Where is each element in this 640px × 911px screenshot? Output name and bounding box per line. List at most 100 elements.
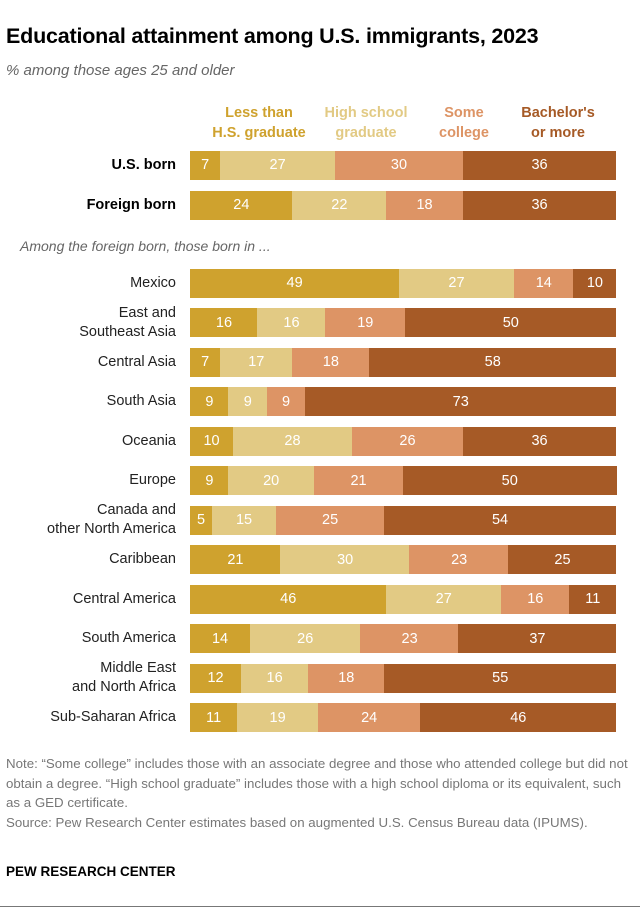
data-label: 20 [263, 472, 280, 489]
bar-segment: 16 [190, 308, 258, 337]
data-label: 24 [233, 197, 250, 213]
bar-segment: 50 [403, 466, 617, 495]
bar-segment: 9 [266, 387, 306, 416]
data-label: 14 [211, 630, 229, 647]
bar-segment: 10 [573, 268, 617, 298]
legend-item: Bachelor's or more [521, 105, 595, 141]
data-label: 15 [235, 512, 253, 528]
notes: Note: “Some college” includes those with… [6, 754, 636, 832]
data-label: 16 [266, 670, 283, 686]
row-label: Foreign born [86, 196, 176, 213]
data-label: 36 [531, 157, 548, 173]
bar-segment: 16 [240, 663, 309, 693]
row-label: South Asia [106, 393, 176, 409]
row-label: Middle East and North Africa [72, 660, 176, 695]
bar-segment: 11 [569, 584, 617, 614]
data-label: 28 [284, 433, 301, 449]
data-label: 18 [338, 670, 355, 686]
bar-segment: 9 [190, 387, 229, 416]
data-label: 11 [206, 709, 222, 726]
bar-segment: 46 [190, 584, 387, 614]
data-label: 54 [491, 512, 509, 528]
bar-segment: 55 [384, 663, 617, 693]
data-label: 58 [484, 354, 501, 370]
row-label: Sub-Saharan Africa [50, 709, 176, 725]
data-label: 12 [207, 670, 224, 686]
bar-segment: 49 [190, 268, 400, 298]
bar-segment: 24 [317, 703, 421, 732]
source-text: Source: Pew Research Center estimates ba… [6, 814, 588, 830]
legend-item: High school graduate [324, 105, 408, 141]
bar-segment: 58 [368, 347, 617, 377]
data-label: 16 [283, 314, 300, 331]
bar-segment: 21 [190, 545, 281, 574]
data-label: 7 [201, 157, 210, 173]
data-label: 16 [215, 314, 233, 331]
data-label: 46 [510, 709, 527, 726]
row-label: Central Asia [97, 353, 176, 370]
chart-subtitle: % among those ages 25 and older [6, 62, 235, 79]
data-label: 9 [282, 393, 291, 410]
data-label: 36 [531, 433, 548, 449]
bottom-rule [0, 906, 640, 907]
data-label: 30 [337, 551, 354, 568]
data-label: 24 [361, 709, 378, 726]
row-label: Caribbean [109, 551, 176, 567]
bar-segment: 27 [219, 150, 336, 180]
bar-segment: 30 [334, 150, 464, 180]
data-label: 17 [248, 354, 265, 370]
row-label: South America [81, 630, 176, 646]
data-label: 7 [201, 354, 210, 370]
bar-segment: 7 [190, 150, 221, 180]
data-label: 21 [350, 472, 367, 489]
bar-segment: 9 [190, 466, 229, 495]
bar-segment: 12 [190, 663, 242, 693]
bar-segment: 25 [276, 505, 385, 535]
data-label: 50 [501, 472, 518, 489]
bar-segment: 36 [462, 190, 617, 220]
row-label: Europe [129, 472, 176, 488]
row-label: Canada and other North America [47, 502, 176, 537]
section-label: Among the foreign born, those born in ..… [20, 238, 271, 254]
bar-segment: 18 [385, 190, 464, 220]
data-label: 19 [357, 314, 374, 331]
bar-segment: 11 [190, 703, 238, 732]
bar-segment: 16 [500, 584, 570, 614]
bar-segment: 28 [232, 426, 353, 456]
bar-segment: 37 [458, 624, 617, 653]
chart-title: Educational attainment among U.S. immigr… [6, 24, 539, 48]
data-label: 55 [492, 670, 509, 686]
data-label: 27 [269, 157, 286, 173]
data-label: 25 [554, 551, 571, 568]
data-label: 10 [586, 275, 603, 291]
data-label: 27 [435, 591, 452, 607]
bar-segment: 27 [385, 584, 502, 614]
row-label: Oceania [121, 432, 176, 449]
data-label: 14 [535, 275, 552, 291]
data-label: 18 [322, 354, 339, 370]
bar-segment: 27 [398, 268, 515, 298]
bar-segment: 16 [257, 308, 326, 337]
row-label: Mexico [130, 274, 176, 291]
data-label: 9 [205, 472, 214, 489]
bar-segment: 24 [190, 190, 293, 220]
data-label: 22 [331, 197, 348, 213]
bar-segment: 7 [190, 347, 221, 377]
data-label: 26 [399, 433, 416, 449]
bar-segment: 22 [292, 190, 387, 220]
data-label: 18 [416, 197, 433, 213]
data-label: 37 [529, 630, 546, 647]
bar-segment: 36 [462, 426, 617, 456]
bar-segment: 25 [508, 545, 617, 574]
data-label: 9 [243, 393, 252, 410]
bar-segment: 5 [190, 505, 212, 535]
data-label: 9 [205, 393, 214, 410]
bar-segment: 50 [405, 308, 617, 337]
bar-segment: 14 [190, 624, 251, 653]
data-label: 49 [286, 275, 303, 291]
bar-segment: 9 [228, 387, 268, 416]
bar-segment: 17 [219, 347, 293, 377]
bar-segment: 36 [462, 150, 617, 180]
bar-segment: 18 [292, 347, 370, 377]
row-label: East and Southeast Asia [79, 304, 176, 340]
